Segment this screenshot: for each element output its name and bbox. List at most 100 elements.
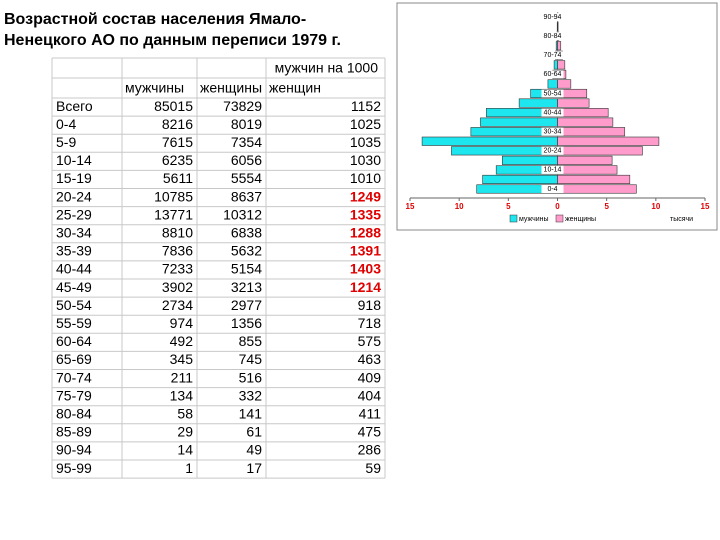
category-label: 50-54 <box>544 90 562 97</box>
table-cell: 134 <box>170 387 194 403</box>
title-line: Ненецкого АО по данным переписи 1979 г. <box>4 32 341 49</box>
table-cell: 855 <box>239 333 263 349</box>
table-cell: 7354 <box>231 134 262 150</box>
bar <box>557 41 562 51</box>
table-cell: 463 <box>358 351 382 367</box>
table-cell: 7233 <box>162 261 193 277</box>
table-cell: 5611 <box>163 170 193 186</box>
x-tick-label: 0 <box>555 202 560 211</box>
x-tick-label: 15 <box>406 202 415 211</box>
x-tick-label: 15 <box>701 202 710 211</box>
x-tick-label: 10 <box>651 202 660 211</box>
bar <box>518 98 558 108</box>
legend-label: женщины <box>565 216 596 223</box>
table-cell: 14 <box>177 442 193 458</box>
category-label: 30-34 <box>544 129 562 136</box>
table-cell: Всего <box>56 98 93 114</box>
table-cell: 0-4 <box>56 116 76 132</box>
category-box <box>541 51 564 60</box>
x-axis-label: тысячи <box>670 216 693 223</box>
table-cell: 40-44 <box>56 261 92 277</box>
table-cell: 85-89 <box>56 424 92 440</box>
category-label: 20-24 <box>544 148 562 155</box>
legend-swatch <box>509 214 518 223</box>
table-cell: 1030 <box>350 152 381 168</box>
table-cell: 13771 <box>154 206 193 222</box>
category-box <box>541 185 564 193</box>
table-cell: 516 <box>239 369 263 385</box>
category-box <box>541 165 564 174</box>
category-label: 0-4 <box>547 186 557 193</box>
table-cell: 2734 <box>162 297 193 313</box>
table-cell: 95-99 <box>56 460 92 476</box>
table-cell: 918 <box>358 297 382 313</box>
table-cell: 5154 <box>231 261 262 277</box>
table-cell: 1288 <box>350 224 381 240</box>
table-cell: 7836 <box>162 243 193 259</box>
table-cell: 5554 <box>231 170 262 186</box>
bar <box>557 117 614 127</box>
table-cell: 1214 <box>350 279 381 295</box>
category-box <box>541 13 564 22</box>
category-box <box>541 108 564 117</box>
table-cell: 7615 <box>162 134 193 150</box>
x-tick-label: 10 <box>455 202 464 211</box>
table-cell: 718 <box>358 315 382 331</box>
table-cell: 45-49 <box>56 279 92 295</box>
bar <box>557 22 559 32</box>
bar <box>557 98 590 108</box>
table-cell: 8019 <box>231 116 262 132</box>
table-cell: 409 <box>358 369 382 385</box>
bar <box>547 79 558 89</box>
table-cell: 61 <box>246 424 262 440</box>
header-cell: женщины <box>200 80 262 96</box>
category-box <box>541 127 564 136</box>
bar <box>557 155 613 165</box>
table-cell: 6838 <box>231 224 262 240</box>
bar <box>480 117 558 127</box>
table-cell: 1035 <box>350 134 381 150</box>
table-cell: 404 <box>358 387 382 403</box>
table-cell: 75-79 <box>56 387 92 403</box>
category-label: 40-44 <box>544 109 562 116</box>
table-cell: 55-59 <box>56 315 92 331</box>
table-cell: 80-84 <box>56 405 92 421</box>
table-cell: 90-94 <box>56 442 92 458</box>
table-cell: 1403 <box>350 261 381 277</box>
legend-swatch <box>555 214 564 223</box>
table-cell: 1249 <box>350 188 381 204</box>
category-label: 60-64 <box>544 71 562 78</box>
table-cell: 411 <box>359 405 382 421</box>
table-cell: 492 <box>170 333 194 349</box>
table-cell: 974 <box>170 315 194 331</box>
table-cell: 3902 <box>162 279 193 295</box>
table-cell: 60-64 <box>56 333 92 349</box>
table-cell: 1025 <box>350 116 381 132</box>
category-label: 10-14 <box>544 167 562 174</box>
bar <box>557 184 637 194</box>
category-box <box>541 32 564 41</box>
bar <box>482 174 558 184</box>
table-cell: 345 <box>170 351 194 367</box>
category-box <box>541 70 564 79</box>
table: мужчин на 1000 мужчины женщины женщин Всего 8… <box>51 57 386 479</box>
bar <box>557 136 660 146</box>
table-cell: 70-74 <box>56 369 92 385</box>
bar <box>557 79 572 89</box>
table-cell: 332 <box>239 387 263 403</box>
table-cell: 20-24 <box>56 188 92 204</box>
table-cell: 2977 <box>231 297 262 313</box>
table-cell: 5632 <box>231 243 262 259</box>
bar <box>553 60 558 70</box>
x-tick-label: 5 <box>506 202 511 211</box>
table-cell: 3213 <box>231 279 262 295</box>
table-cell: 30-34 <box>56 224 92 240</box>
header-cell: мужчин на 1000 <box>275 60 379 76</box>
table-cell: 1152 <box>351 98 381 114</box>
table-cell: 85015 <box>154 98 193 114</box>
table-cell: 17 <box>246 460 262 476</box>
category-label: 70-74 <box>544 52 562 59</box>
bar <box>421 136 558 146</box>
table-cell: 10312 <box>223 206 262 222</box>
